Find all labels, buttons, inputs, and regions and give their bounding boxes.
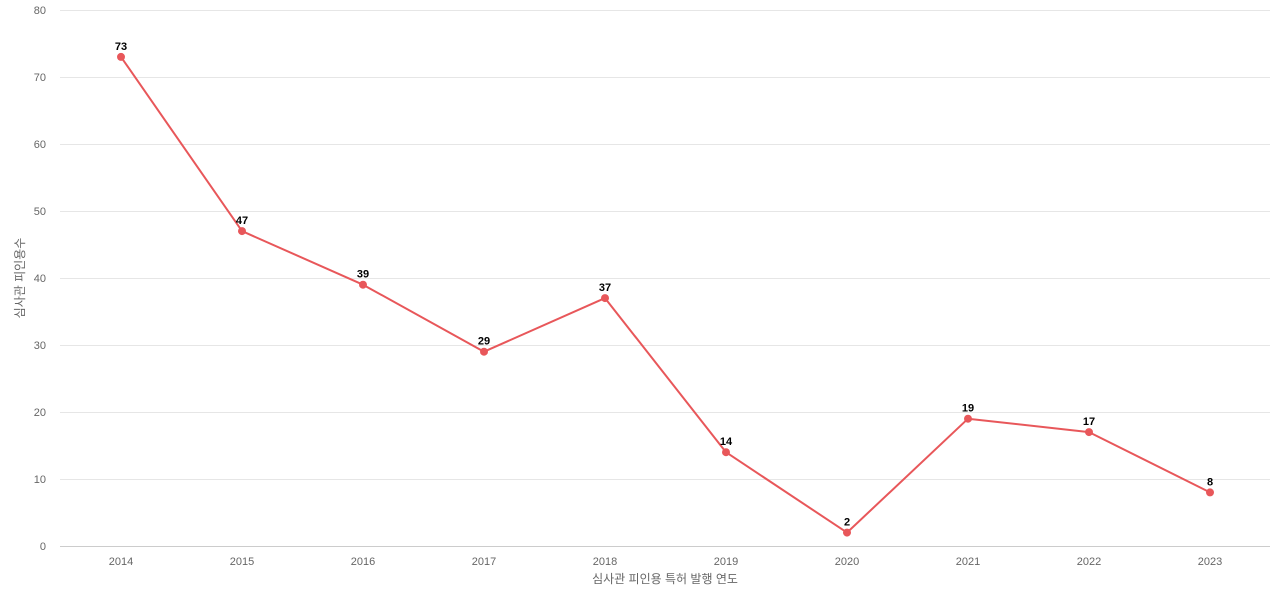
y-axis-ticks: 0 10 20 30 40 50 60 70 80 [34,5,46,553]
y-tick-label: 70 [34,72,46,84]
data-label: 39 [357,269,369,281]
y-tick-label: 40 [34,273,46,285]
data-labels: 73 47 39 29 37 14 2 19 17 8 [115,41,1213,529]
x-tick-label: 2021 [956,556,980,568]
grid-lines [60,10,1270,547]
x-tick-label: 2020 [835,556,859,568]
series-layer [117,52,1214,537]
series-line [120,56,1211,534]
data-point[interactable] [1206,488,1214,497]
data-label: 37 [599,282,611,294]
y-axis-title: 심사관 피인용수 [13,238,27,319]
x-tick-label: 2022 [1077,556,1101,568]
y-tick-label: 60 [34,139,46,151]
data-point[interactable] [359,280,367,289]
x-tick-label: 2014 [109,556,133,568]
y-tick-label: 50 [34,206,46,218]
x-tick-label: 2023 [1198,556,1222,568]
x-axis-ticks: 2014 2015 2016 2017 2018 2019 2020 2021 2022 2023 [109,556,1222,568]
data-point[interactable] [1085,428,1093,437]
y-tick-label: 80 [34,5,46,17]
data-label: 8 [1207,476,1213,488]
x-tick-label: 2016 [351,556,375,568]
data-point[interactable] [843,528,851,537]
data-label: 17 [1083,416,1095,428]
data-point[interactable] [722,448,730,457]
data-label: 2 [844,517,850,529]
data-label: 47 [236,215,248,227]
data-label: 73 [115,41,127,53]
data-point[interactable] [964,414,972,423]
data-label: 19 [962,403,974,415]
y-tick-label: 20 [34,407,46,419]
data-point[interactable] [601,294,609,303]
x-tick-label: 2018 [593,556,617,568]
x-tick-label: 2019 [714,556,738,568]
data-point[interactable] [117,52,125,61]
data-point[interactable] [480,347,488,356]
data-label: 14 [720,436,733,448]
x-tick-label: 2015 [230,556,254,568]
x-axis-title: 심사관 피인용 특허 발행 연도 [592,571,738,586]
y-tick-label: 0 [40,541,46,553]
x-tick-label: 2017 [472,556,496,568]
y-tick-label: 30 [34,340,46,352]
data-label: 29 [478,336,490,348]
data-point[interactable] [238,227,246,236]
y-tick-label: 10 [34,474,46,486]
